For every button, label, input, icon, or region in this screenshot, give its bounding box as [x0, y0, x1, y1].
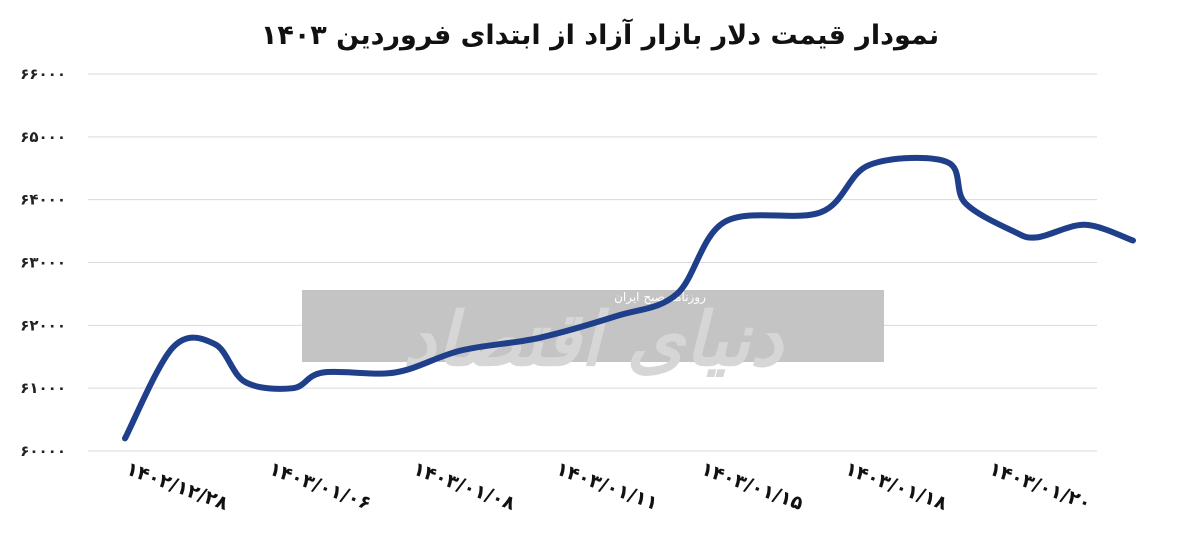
x-axis-tick-labels: ۱۴۰۲/۱۲/۲۸ ۱۴۰۳/۰۱/۰۶ ۱۴۰۳/۰۱/۰۸ ۱۴۰۳/۰۱/۱۱…	[123, 458, 1094, 515]
x-tick-label: ۱۴۰۳/۰۱/۱۸	[842, 458, 950, 515]
y-axis-tick-labels: ۶۶۰۰۰ ۶۵۰۰۰ ۶۴۰۰۰ ۶۳۰۰۰ ۶۲۰۰۰ ۶۱۰۰۰ ۶۰۰۰۰	[20, 65, 66, 460]
x-tick-label: ۱۴۰۳/۰۱/۲۰	[986, 458, 1094, 515]
y-tick-label: ۶۶۰۰۰	[20, 65, 66, 83]
y-tick-label: ۶۰۰۰۰	[20, 442, 66, 460]
y-tick-label: ۶۱۰۰۰	[20, 379, 66, 397]
chart-title: نمودار قیمت دلار بازار آزاد از ابتدای فر…	[261, 18, 939, 51]
y-tick-label: ۶۲۰۰۰	[20, 316, 66, 334]
gridlines	[88, 73, 1097, 452]
x-tick-label: ۱۴۰۳/۰۱/۱۵	[698, 458, 806, 515]
watermark-subtitle: روزنامه صبح ایران	[614, 290, 706, 305]
y-tick-label: ۶۳۰۰۰	[20, 254, 66, 272]
y-tick-label: ۶۵۰۰۰	[20, 128, 66, 146]
x-tick-label: ۱۴۰۳/۰۱/۱۱	[553, 458, 661, 515]
x-tick-label: ۱۴۰۳/۰۱/۰۶	[266, 458, 374, 515]
watermark-logo-text: دنیای اقتصاد	[403, 297, 785, 383]
y-tick-label: ۶۴۰۰۰	[20, 191, 66, 209]
watermark: دنیای اقتصاد روزنامه صبح ایران	[302, 290, 884, 383]
series-group	[122, 154, 1136, 442]
price-series-line	[122, 154, 1136, 442]
x-tick-label: ۱۴۰۲/۱۲/۲۸	[123, 458, 231, 515]
x-tick-label: ۱۴۰۳/۰۱/۰۸	[410, 458, 518, 515]
